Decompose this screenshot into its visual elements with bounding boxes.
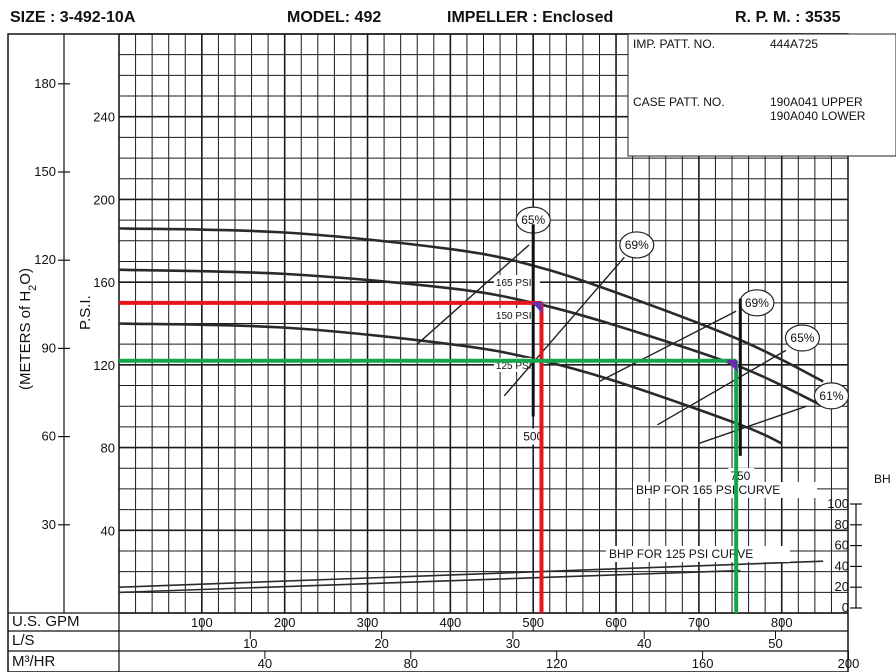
efficiency-line [599,310,737,383]
efficiency-label: 65% [521,213,545,227]
m3hr-tick-label: 40 [258,656,272,671]
psi-tick-label: 200 [93,192,115,207]
bhp-curves: BHP FOR 165 PSI CURVE BHP FOR 125 PSI CUR… [118,482,824,594]
meters-tick-label: 90 [42,340,56,355]
meters-axis-title: (METERS of H2O) [17,268,39,390]
head-curves: 165 PSI 150 PSI 125 PSI [118,227,824,445]
efficiency-line [503,256,625,397]
axes: 30 60 90 120 150 180 40 80 120 160 200 240 0 20 40 60 80… [34,34,862,671]
grid [7,33,849,672]
bhp-tick-label: 20 [835,579,849,594]
ls-axis-title: L/S [12,632,35,649]
ls-tick-label: 40 [637,636,651,651]
bhp-axis-title: BH [874,472,891,486]
psi-tick-label: 240 [93,110,115,125]
flow-marker-label: 750 [730,469,750,483]
m3hr-tick-label: 160 [692,656,714,671]
header-impeller: IMPELLER : Enclosed [447,9,613,26]
meters-tick-label: 180 [34,76,56,91]
psi-axis-title: P.S.I. [77,295,94,330]
efficiency-line [416,244,530,345]
bhp-curve [118,569,741,594]
head-curve-125-psi [118,322,783,445]
efficiency-bubble [619,231,655,259]
m3hr-axis-title: M³/HR [12,653,55,670]
operating-marker-green [726,359,738,372]
meters-tick-label: 150 [34,164,56,179]
meters-tick-label: 30 [42,517,56,532]
meters-tick-label: 60 [42,429,56,444]
gpm-axis-title: U.S. GPM [12,613,80,630]
curve-label: 165 PSI [496,278,532,289]
efficiency-label: 65% [790,331,814,345]
bhp-curve [118,560,824,588]
bhp-label-bg [606,546,790,562]
case-patt-upper: 190A041 UPPER [770,95,863,109]
efficiency-label: 69% [625,238,649,252]
curve-label: 125 PSI [496,361,532,372]
psi-tick-label: 160 [93,275,115,290]
ls-tick-label: 50 [768,636,782,651]
meters-tick-label: 120 [34,252,56,267]
imp-patt-label: IMP. PATT. NO. [633,37,715,51]
bhp-label-bg [633,482,817,498]
m3hr-tick-label: 80 [404,656,418,671]
curve-label-bg [493,308,540,323]
psi-tick-label: 80 [101,441,115,456]
head-curve-165-psi [118,227,824,383]
psi-tick-label: 40 [101,523,115,538]
efficiency-bubble [813,382,850,410]
ls-tick-label: 10 [243,636,257,651]
operating-marker-red [531,301,543,314]
ls-tick-label: 20 [374,636,388,651]
header-rpm: R. P. M. : 3535 [735,9,841,26]
header-model: MODEL: 492 [287,9,381,26]
bhp-tick-label: 80 [835,517,849,532]
efficiency-bubble [784,324,821,352]
imp-patt-value: 444A725 [770,37,818,51]
case-patt-label: CASE PATT. NO. [633,95,725,109]
header-size: SIZE : 3-492-10A [10,9,136,26]
efficiency-line [657,349,787,426]
bhp-tick-label: 60 [835,538,849,553]
bhp-tick-label: 100 [827,496,849,511]
ls-tick-label: 30 [506,636,520,651]
operating-points [119,300,739,613]
m3hr-tick-label: 120 [546,656,568,671]
pattern-info-box: IMP. PATT. NO. 444A725 CASE PATT. NO. 19… [627,33,896,157]
curve-label-bg [493,275,540,290]
m3hr-tick-label: 200 [838,656,860,671]
efficiency-label: 69% [745,296,769,310]
curve-label: 150 PSI [496,311,532,322]
efficiency-label: 61% [819,389,843,403]
bhp-tick-label: 0 [842,600,849,615]
bhp-curve-label: BHP FOR 125 PSI CURVE [609,547,753,561]
flow-marker-label: 500 [523,430,543,444]
psi-tick-label: 120 [93,358,115,373]
case-patt-lower: 190A040 LOWER [770,109,866,123]
efficiency-line [698,405,807,445]
bhp-curve-label: BHP FOR 165 PSI CURVE [636,483,780,497]
bhp-tick-label: 40 [835,558,849,573]
